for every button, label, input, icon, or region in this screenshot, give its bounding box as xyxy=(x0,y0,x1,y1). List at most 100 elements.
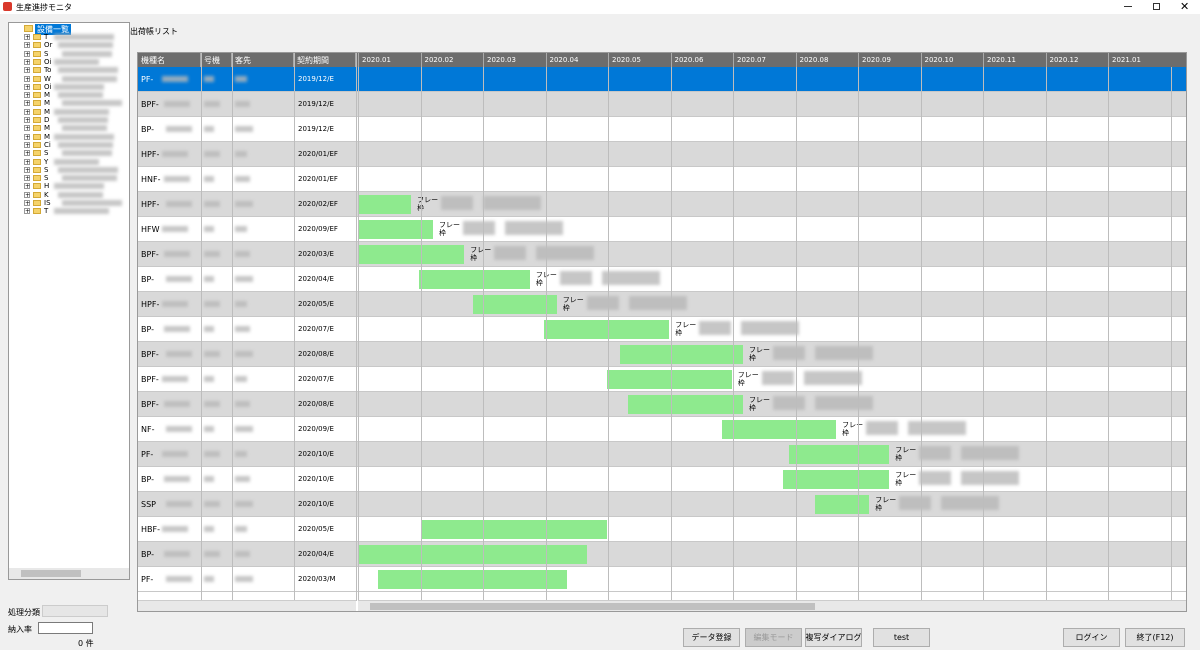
grid-row[interactable] xyxy=(138,417,1186,442)
model-cell[interactable]: HPF- xyxy=(141,300,160,309)
tree-item[interactable]: W xyxy=(44,74,51,83)
tree-item[interactable]: To xyxy=(44,66,52,75)
contract-cell[interactable]: 2020/09/EF xyxy=(298,225,338,233)
schedule-bar[interactable] xyxy=(544,320,670,339)
expander[interactable]: + xyxy=(24,92,31,100)
tree-item[interactable]: T xyxy=(44,33,49,41)
expander[interactable]: + xyxy=(24,67,31,75)
contract-cell[interactable]: 2020/03/E xyxy=(298,250,334,258)
tree-item[interactable]: M xyxy=(44,99,51,108)
model-cell[interactable]: HNF- xyxy=(141,175,161,184)
model-cell[interactable]: BP- xyxy=(141,550,155,559)
contract-cell[interactable]: 2020/01/EF xyxy=(298,150,338,158)
tree-item[interactable]: T xyxy=(44,207,49,216)
minimize[interactable] xyxy=(1124,6,1132,7)
contract-cell[interactable]: 2019/12/E xyxy=(298,125,334,133)
schedule-bar[interactable] xyxy=(619,345,743,364)
close[interactable]: ✕ xyxy=(1180,0,1190,13)
schedule-bar[interactable] xyxy=(358,195,412,214)
contract-cell[interactable]: 2019/12/E xyxy=(298,75,334,83)
button[interactable]: データ登録 xyxy=(683,628,740,647)
grid-row[interactable] xyxy=(138,217,1186,242)
model-cell[interactable]: HBF- xyxy=(141,525,160,534)
contract-cell[interactable]: 2020/10/E xyxy=(298,450,334,458)
schedule-bar[interactable] xyxy=(358,545,587,564)
button[interactable]: test xyxy=(873,628,930,647)
grid-row[interactable] xyxy=(138,192,1186,217)
expander[interactable]: + xyxy=(24,83,31,91)
tree-item[interactable]: S xyxy=(44,165,49,174)
grid-row[interactable] xyxy=(138,267,1186,292)
expander[interactable]: + xyxy=(24,200,31,207)
tree-item[interactable]: Or xyxy=(44,41,53,50)
contract-cell[interactable]: 2020/05/E xyxy=(298,525,334,533)
expander[interactable]: + xyxy=(24,75,31,83)
grid-row[interactable] xyxy=(138,92,1186,117)
scroll-thumb[interactable] xyxy=(370,603,815,610)
contract-cell[interactable]: 2020/08/E xyxy=(298,350,334,358)
model-cell[interactable]: BPF- xyxy=(141,350,159,359)
tree-item[interactable]: K xyxy=(44,190,49,199)
model-cell[interactable]: PF- xyxy=(141,450,154,459)
model-cell[interactable]: BP- xyxy=(141,475,155,484)
tree-item[interactable]: IS xyxy=(44,199,51,207)
tree-item[interactable]: S xyxy=(44,174,49,183)
rate-input[interactable] xyxy=(38,622,93,634)
model-cell[interactable]: BPF- xyxy=(141,250,159,259)
model-cell[interactable]: HPF- xyxy=(141,150,160,159)
model-cell[interactable]: SSP xyxy=(141,500,156,509)
model-cell[interactable]: PF- xyxy=(141,75,154,84)
grid-row[interactable] xyxy=(138,142,1186,167)
expander[interactable]: + xyxy=(24,191,31,199)
model-cell[interactable]: BPF- xyxy=(141,400,159,409)
schedule-bar[interactable] xyxy=(473,295,557,314)
schedule-bar[interactable] xyxy=(421,520,607,539)
expander[interactable]: + xyxy=(24,183,31,191)
model-cell[interactable]: BP- xyxy=(141,325,155,334)
model-cell[interactable]: HPF- xyxy=(141,200,160,209)
tree-item[interactable]: S xyxy=(44,49,49,58)
expander[interactable]: + xyxy=(24,42,31,50)
expander[interactable]: + xyxy=(24,125,31,133)
expander[interactable]: + xyxy=(24,50,31,58)
grid-row[interactable] xyxy=(138,167,1186,192)
model-cell[interactable]: BP- xyxy=(141,275,155,284)
grid-row[interactable] xyxy=(138,67,1186,92)
contract-cell[interactable]: 2020/07/E xyxy=(298,375,334,383)
tree-item[interactable]: H xyxy=(44,182,50,191)
contract-cell[interactable]: 2020/07/E xyxy=(298,325,334,333)
contract-cell[interactable]: 2020/04/E xyxy=(298,550,334,558)
model-cell[interactable]: BPF- xyxy=(141,100,159,109)
schedule-bar[interactable] xyxy=(628,395,743,414)
schedule-bar[interactable] xyxy=(419,270,530,289)
contract-cell[interactable]: 2019/12/E xyxy=(298,100,334,108)
maximize[interactable] xyxy=(1153,3,1160,10)
contract-cell[interactable]: 2020/09/E xyxy=(298,425,334,433)
schedule-bar[interactable] xyxy=(721,420,837,439)
schedule-bar[interactable] xyxy=(814,495,870,514)
grid-row[interactable] xyxy=(138,117,1186,142)
category-select[interactable] xyxy=(42,605,108,617)
button[interactable]: 複写ダイアログ xyxy=(805,628,862,647)
button[interactable]: 終了(F12) xyxy=(1125,628,1185,647)
tree-item[interactable]: Y xyxy=(44,157,49,166)
expander[interactable]: + xyxy=(24,150,31,158)
expander[interactable]: + xyxy=(24,117,31,124)
button[interactable]: ログイン xyxy=(1063,628,1120,647)
expander[interactable]: + xyxy=(24,175,31,183)
contract-cell[interactable]: 2020/04/E xyxy=(298,275,334,283)
contract-cell[interactable]: 2020/10/E xyxy=(298,500,334,508)
expander[interactable]: + xyxy=(24,58,31,66)
schedule-bar[interactable] xyxy=(358,245,465,264)
contract-cell[interactable]: 2020/02/EF xyxy=(298,200,338,208)
contract-cell[interactable]: 2020/01/EF xyxy=(298,175,338,183)
expander[interactable]: + xyxy=(24,158,31,166)
expander[interactable]: + xyxy=(24,100,31,108)
contract-cell[interactable]: 2020/10/E xyxy=(298,475,334,483)
model-cell[interactable]: HFW xyxy=(141,225,160,234)
tree-item[interactable]: Oi xyxy=(44,57,52,66)
contract-cell[interactable]: 2020/08/E xyxy=(298,400,334,408)
schedule-bar[interactable] xyxy=(789,445,890,464)
model-cell[interactable]: BP- xyxy=(141,125,155,134)
expander[interactable]: + xyxy=(24,208,31,216)
